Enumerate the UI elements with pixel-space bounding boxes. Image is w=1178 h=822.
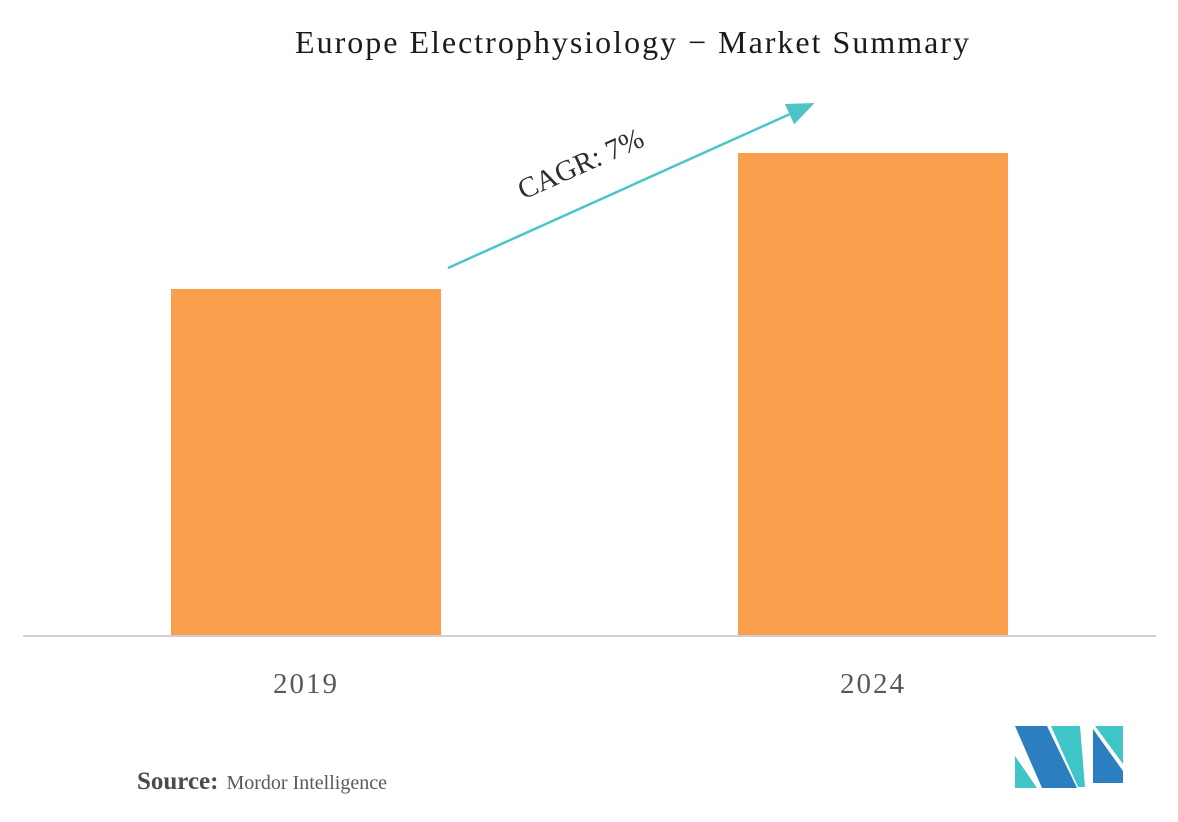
mordor-intelligence-logo-icon [1015, 726, 1123, 788]
source-label: Source: [137, 768, 219, 795]
bar-2019 [171, 289, 441, 637]
x-axis-line [23, 635, 1156, 637]
source-name: Mordor Intelligence [226, 772, 387, 794]
logo-blue-right-shape [1093, 729, 1123, 783]
x-tick-label-2019: 2019 [273, 668, 339, 700]
source-row: Source: Mordor Intelligence [137, 768, 387, 796]
logo-teal-left-triangle [1015, 756, 1037, 788]
chart-title: Europe Electrophysiology − Market Summar… [295, 24, 971, 60]
bar-2024 [738, 153, 1008, 637]
logo-teal-right-triangle [1095, 726, 1123, 764]
logo-blue-diagonal [1015, 726, 1077, 788]
x-tick-label-2024: 2024 [840, 668, 906, 700]
trend-arrow [447, 102, 815, 270]
logo-teal-sliver [1051, 726, 1085, 787]
